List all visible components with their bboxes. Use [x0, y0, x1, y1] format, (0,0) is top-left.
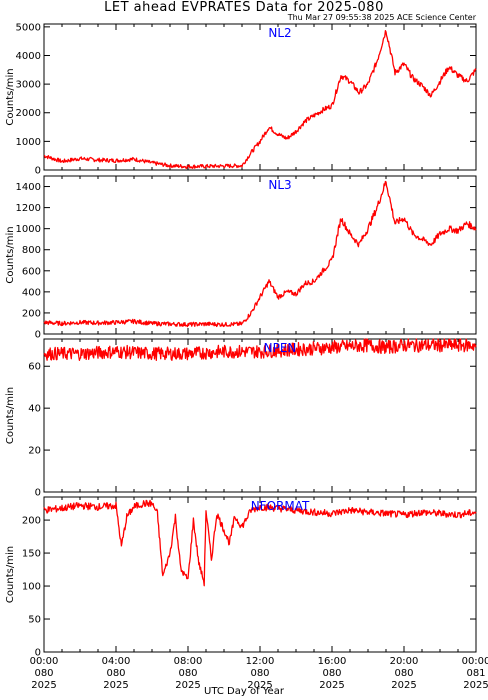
y-tick-label: 0: [35, 330, 41, 341]
data-series-nl3: [43, 180, 477, 328]
x-tick-label-doy: 080: [178, 668, 197, 679]
panel-label-nl2: NL2: [268, 26, 291, 40]
x-tick-label-year: 2025: [103, 680, 128, 691]
y-tick-label: 40: [28, 404, 41, 415]
x-tick-label-time: 20:00: [390, 656, 419, 667]
y-tick-label: 0: [35, 648, 41, 659]
y-axis-label: Counts/min: [5, 387, 16, 444]
x-axis-label: UTC Day of Year: [204, 686, 284, 697]
data-series-nformat: [43, 499, 477, 587]
y-tick-label: 1400: [16, 182, 41, 193]
x-tick-label-doy: 081: [466, 668, 485, 679]
y-axis-label: Counts/min: [5, 546, 16, 603]
timestamp: Thu Mar 27 09:55:38 2025 ACE Science Cen…: [287, 13, 476, 22]
y-tick-label: 1000: [16, 224, 41, 235]
x-tick-label-time: 00:00: [462, 656, 488, 667]
y-tick-label: 3000: [16, 80, 41, 91]
x-tick-label-time: 00:00: [30, 656, 59, 667]
x-tick-label-time: 08:00: [174, 656, 203, 667]
x-tick-label-doy: 080: [394, 668, 413, 679]
panel-label-nl3: NL3: [268, 178, 291, 192]
x-tick-label-time: 04:00: [102, 656, 131, 667]
y-tick-label: 400: [22, 287, 41, 298]
x-tick-label-year: 2025: [247, 680, 272, 691]
y-tick-label: 150: [22, 549, 41, 560]
plot-frame-nl2: [43, 23, 477, 171]
y-tick-label: 0: [35, 166, 41, 177]
plot-frame-nformat: [43, 496, 477, 653]
y-tick-label: 4000: [16, 51, 41, 62]
y-axis-label: Counts/min: [5, 226, 16, 283]
y-tick-label: 1000: [16, 137, 41, 148]
y-axis-label: Counts/min: [5, 68, 16, 125]
x-tick-label-time: 16:00: [318, 656, 347, 667]
x-tick-label-year: 2025: [31, 680, 56, 691]
y-tick-label: 100: [22, 582, 41, 593]
y-tick-label: 800: [22, 245, 41, 256]
y-tick-label: 1200: [16, 203, 41, 214]
panel-label-npen: NPEN: [264, 341, 297, 355]
x-tick-label-year: 2025: [463, 680, 488, 691]
y-tick-label: 200: [22, 516, 41, 527]
y-tick-label: 20: [28, 446, 41, 457]
plot-frame-npen: [43, 338, 477, 493]
x-tick-label-doy: 080: [106, 668, 125, 679]
x-tick-label-doy: 080: [34, 668, 53, 679]
x-tick-label-year: 2025: [175, 680, 200, 691]
plot-frame-nl3: [43, 175, 477, 335]
x-tick-label-time: 12:00: [246, 656, 275, 667]
y-tick-label: 200: [22, 308, 41, 319]
x-tick-label-doy: 080: [250, 668, 269, 679]
x-tick-label-year: 2025: [391, 680, 416, 691]
y-tick-label: 2000: [16, 108, 41, 119]
y-tick-label: 60: [28, 362, 41, 373]
data-series-nl2: [43, 30, 477, 169]
y-tick-label: 600: [22, 266, 41, 277]
x-tick-label-year: 2025: [319, 680, 344, 691]
data-series-npen: [43, 338, 477, 361]
y-tick-label: 5000: [16, 22, 41, 33]
y-tick-label: 50: [28, 615, 41, 626]
x-tick-label-doy: 080: [322, 668, 341, 679]
panel-label-nformat: NFORMAT: [251, 499, 310, 513]
chart-title: LET ahead EVPRATES Data for 2025-080: [104, 0, 384, 15]
y-tick-label: 0: [35, 488, 41, 499]
